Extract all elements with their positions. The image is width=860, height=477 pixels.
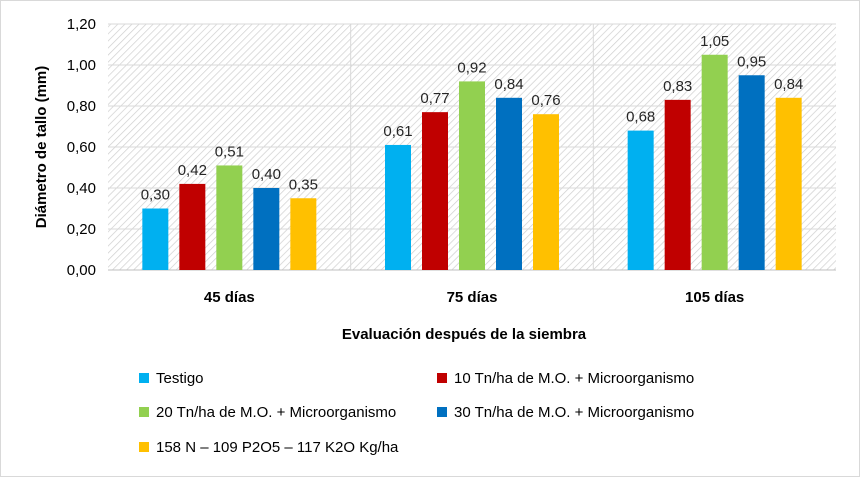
legend-swatch (139, 407, 149, 417)
y-tick-label: 1,20 (67, 16, 96, 33)
data-label: 0,95 (737, 53, 766, 70)
data-label: 1,05 (700, 33, 729, 50)
legend-label: 158 N – 109 P2O5 – 117 K2O Kg/ha (156, 439, 399, 456)
bar (422, 112, 448, 271)
bar (385, 144, 411, 270)
bar (179, 183, 206, 270)
y-tick-label: 0,40 (67, 180, 96, 197)
bar (216, 165, 243, 270)
y-tick-label: 0,60 (67, 139, 96, 156)
data-label: 0,84 (774, 76, 803, 93)
y-tick-label: 0,20 (67, 221, 96, 238)
data-label: 0,51 (215, 143, 244, 160)
bar (142, 208, 169, 270)
x-tick-label: 75 días (447, 289, 498, 306)
bar (664, 99, 691, 270)
y-tick-label: 1,00 (67, 57, 96, 74)
x-tick-label: 45 días (204, 289, 255, 306)
x-tick-label: 105 días (685, 289, 744, 306)
y-axis-ticks: 0,00 0,20 0,40 0,60 0,80 1,00 1,20 (67, 16, 96, 279)
y-tick-label: 0,00 (67, 262, 96, 279)
y-tick-label: 0,80 (67, 98, 96, 115)
legend-label: 10 Tn/ha de M.O. + Microorganismo (454, 370, 694, 387)
bar (533, 114, 559, 270)
bar (775, 97, 802, 270)
data-label: 0,84 (494, 76, 523, 93)
legend-swatch (139, 442, 149, 452)
legend-label: 30 Tn/ha de M.O. + Microorganismo (454, 404, 694, 421)
data-label: 0,92 (457, 59, 486, 76)
data-labels: 0,30 0,42 0,51 0,40 0,35 0,61 0,77 0,92 0,84 0,76… (141, 33, 804, 204)
x-axis-categories: 45 días 75 días 105 días (204, 289, 744, 306)
data-label: 0,76 (531, 92, 560, 109)
data-label: 0,42 (178, 162, 207, 179)
data-label: 0,40 (252, 166, 281, 183)
data-label: 0,61 (383, 123, 412, 140)
x-axis-title: Evaluación después de la siembra (342, 326, 587, 343)
bar (290, 198, 317, 270)
legend-swatch (139, 373, 149, 383)
legend-label: 20 Tn/ha de M.O. + Microorganismo (156, 404, 396, 421)
bar (459, 81, 485, 271)
data-label: 0,68 (626, 109, 655, 126)
data-label: 0,35 (289, 176, 318, 193)
data-label: 0,30 (141, 187, 170, 204)
legend-swatch (437, 373, 447, 383)
data-label: 0,83 (663, 78, 692, 95)
bar (701, 54, 728, 270)
bar (253, 188, 280, 270)
y-axis-title: Diámetro de tallo (mm) (33, 66, 50, 229)
legend-label: Testigo (156, 370, 204, 387)
bar (627, 130, 654, 270)
data-label: 0,77 (420, 90, 449, 107)
bar (738, 75, 765, 270)
bar (496, 97, 522, 270)
legend-swatch (437, 407, 447, 417)
bars (142, 54, 802, 271)
legend: Testigo 10 Tn/ha de M.O. + Microorganismo… (139, 370, 694, 456)
